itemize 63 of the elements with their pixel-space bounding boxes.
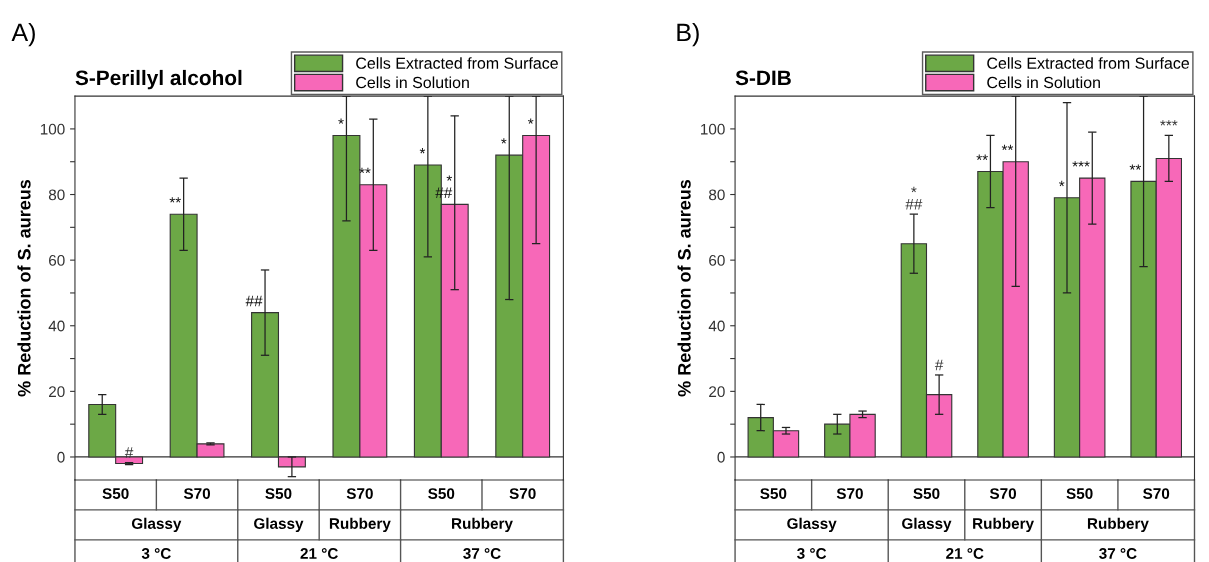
data-label: * xyxy=(1059,180,1065,187)
y-tick-label: 100 xyxy=(701,123,725,135)
legend-label: Cells Extracted from Surface xyxy=(356,57,558,69)
x-tick-label: S50 xyxy=(913,488,940,500)
data-label: * xyxy=(419,148,426,154)
x-tick-label: S70 xyxy=(1143,488,1170,500)
text: Glassy xyxy=(787,517,837,532)
data-label: # xyxy=(934,359,944,371)
data-label: ** xyxy=(976,154,988,160)
x-tick-label: S50 xyxy=(1066,488,1093,500)
data-label: * xyxy=(501,138,507,144)
legend-label: Cells in Solution xyxy=(987,76,1100,89)
text: Glassy xyxy=(902,517,952,532)
text: 3 °C xyxy=(141,548,171,559)
x-tick-label: S50 xyxy=(265,488,292,500)
data-label: *** xyxy=(1072,161,1090,167)
y-tick-label: 80 xyxy=(48,189,65,201)
x-tick-label: S50 xyxy=(760,488,787,500)
text: Rubbery xyxy=(1087,517,1149,532)
text: B) xyxy=(677,22,699,47)
text: 3 °C xyxy=(797,548,827,559)
text: Rubbery xyxy=(329,517,391,532)
text: Rubbery xyxy=(452,517,513,532)
x-tick-label: S70 xyxy=(836,488,863,500)
y-tick-label: 40 xyxy=(708,320,725,332)
text: 21 °C xyxy=(946,548,984,559)
text: Glassy xyxy=(254,517,304,532)
data-label: * xyxy=(527,118,534,124)
x-tick-label: S70 xyxy=(346,488,373,500)
y-tick-label: 60 xyxy=(709,255,725,266)
data-label: ** xyxy=(1129,164,1142,170)
x-tick-label: S50 xyxy=(428,488,455,500)
y-tick-label: 20 xyxy=(709,386,725,398)
chart-title: S-DIB xyxy=(735,70,791,86)
text: Rubbery xyxy=(973,517,1034,532)
y-tick-label: 60 xyxy=(49,255,65,266)
y-tick-label: 0 xyxy=(717,451,725,463)
x-tick-label: S70 xyxy=(509,488,536,500)
data-label: ** xyxy=(1001,144,1014,151)
text: 21 °C xyxy=(300,548,338,559)
data-label: ## xyxy=(245,295,263,307)
text: Glassy xyxy=(131,517,182,532)
legend-label: Cells Extracted from Surface xyxy=(987,57,1189,69)
data-label: ** xyxy=(169,197,181,203)
x-tick-label: S50 xyxy=(102,488,129,500)
text: 37 °C xyxy=(463,548,501,559)
y-axis-title: % Reduction of S. aureus xyxy=(17,179,31,397)
y-tick-label: 40 xyxy=(48,320,65,332)
x-tick-label: S70 xyxy=(183,488,211,500)
text: 37 °C xyxy=(1099,548,1137,559)
data-label: * xyxy=(338,118,344,124)
y-tick-label: 0 xyxy=(57,451,65,463)
x-tick-label: S70 xyxy=(989,488,1017,500)
data-label: # xyxy=(124,447,134,458)
text: A) xyxy=(11,22,35,47)
y-tick-label: 80 xyxy=(709,189,725,201)
y-tick-label: 20 xyxy=(49,386,65,398)
legend-label: Cells in Solution xyxy=(356,76,469,89)
data-label: * ## xyxy=(905,186,923,210)
chart-title: S-Perillyl alcohol xyxy=(75,69,242,90)
y-axis-title: % Reduction of S. aureus xyxy=(677,179,691,397)
y-tick-label: 100 xyxy=(40,123,65,135)
data-label: *** xyxy=(1160,120,1178,126)
